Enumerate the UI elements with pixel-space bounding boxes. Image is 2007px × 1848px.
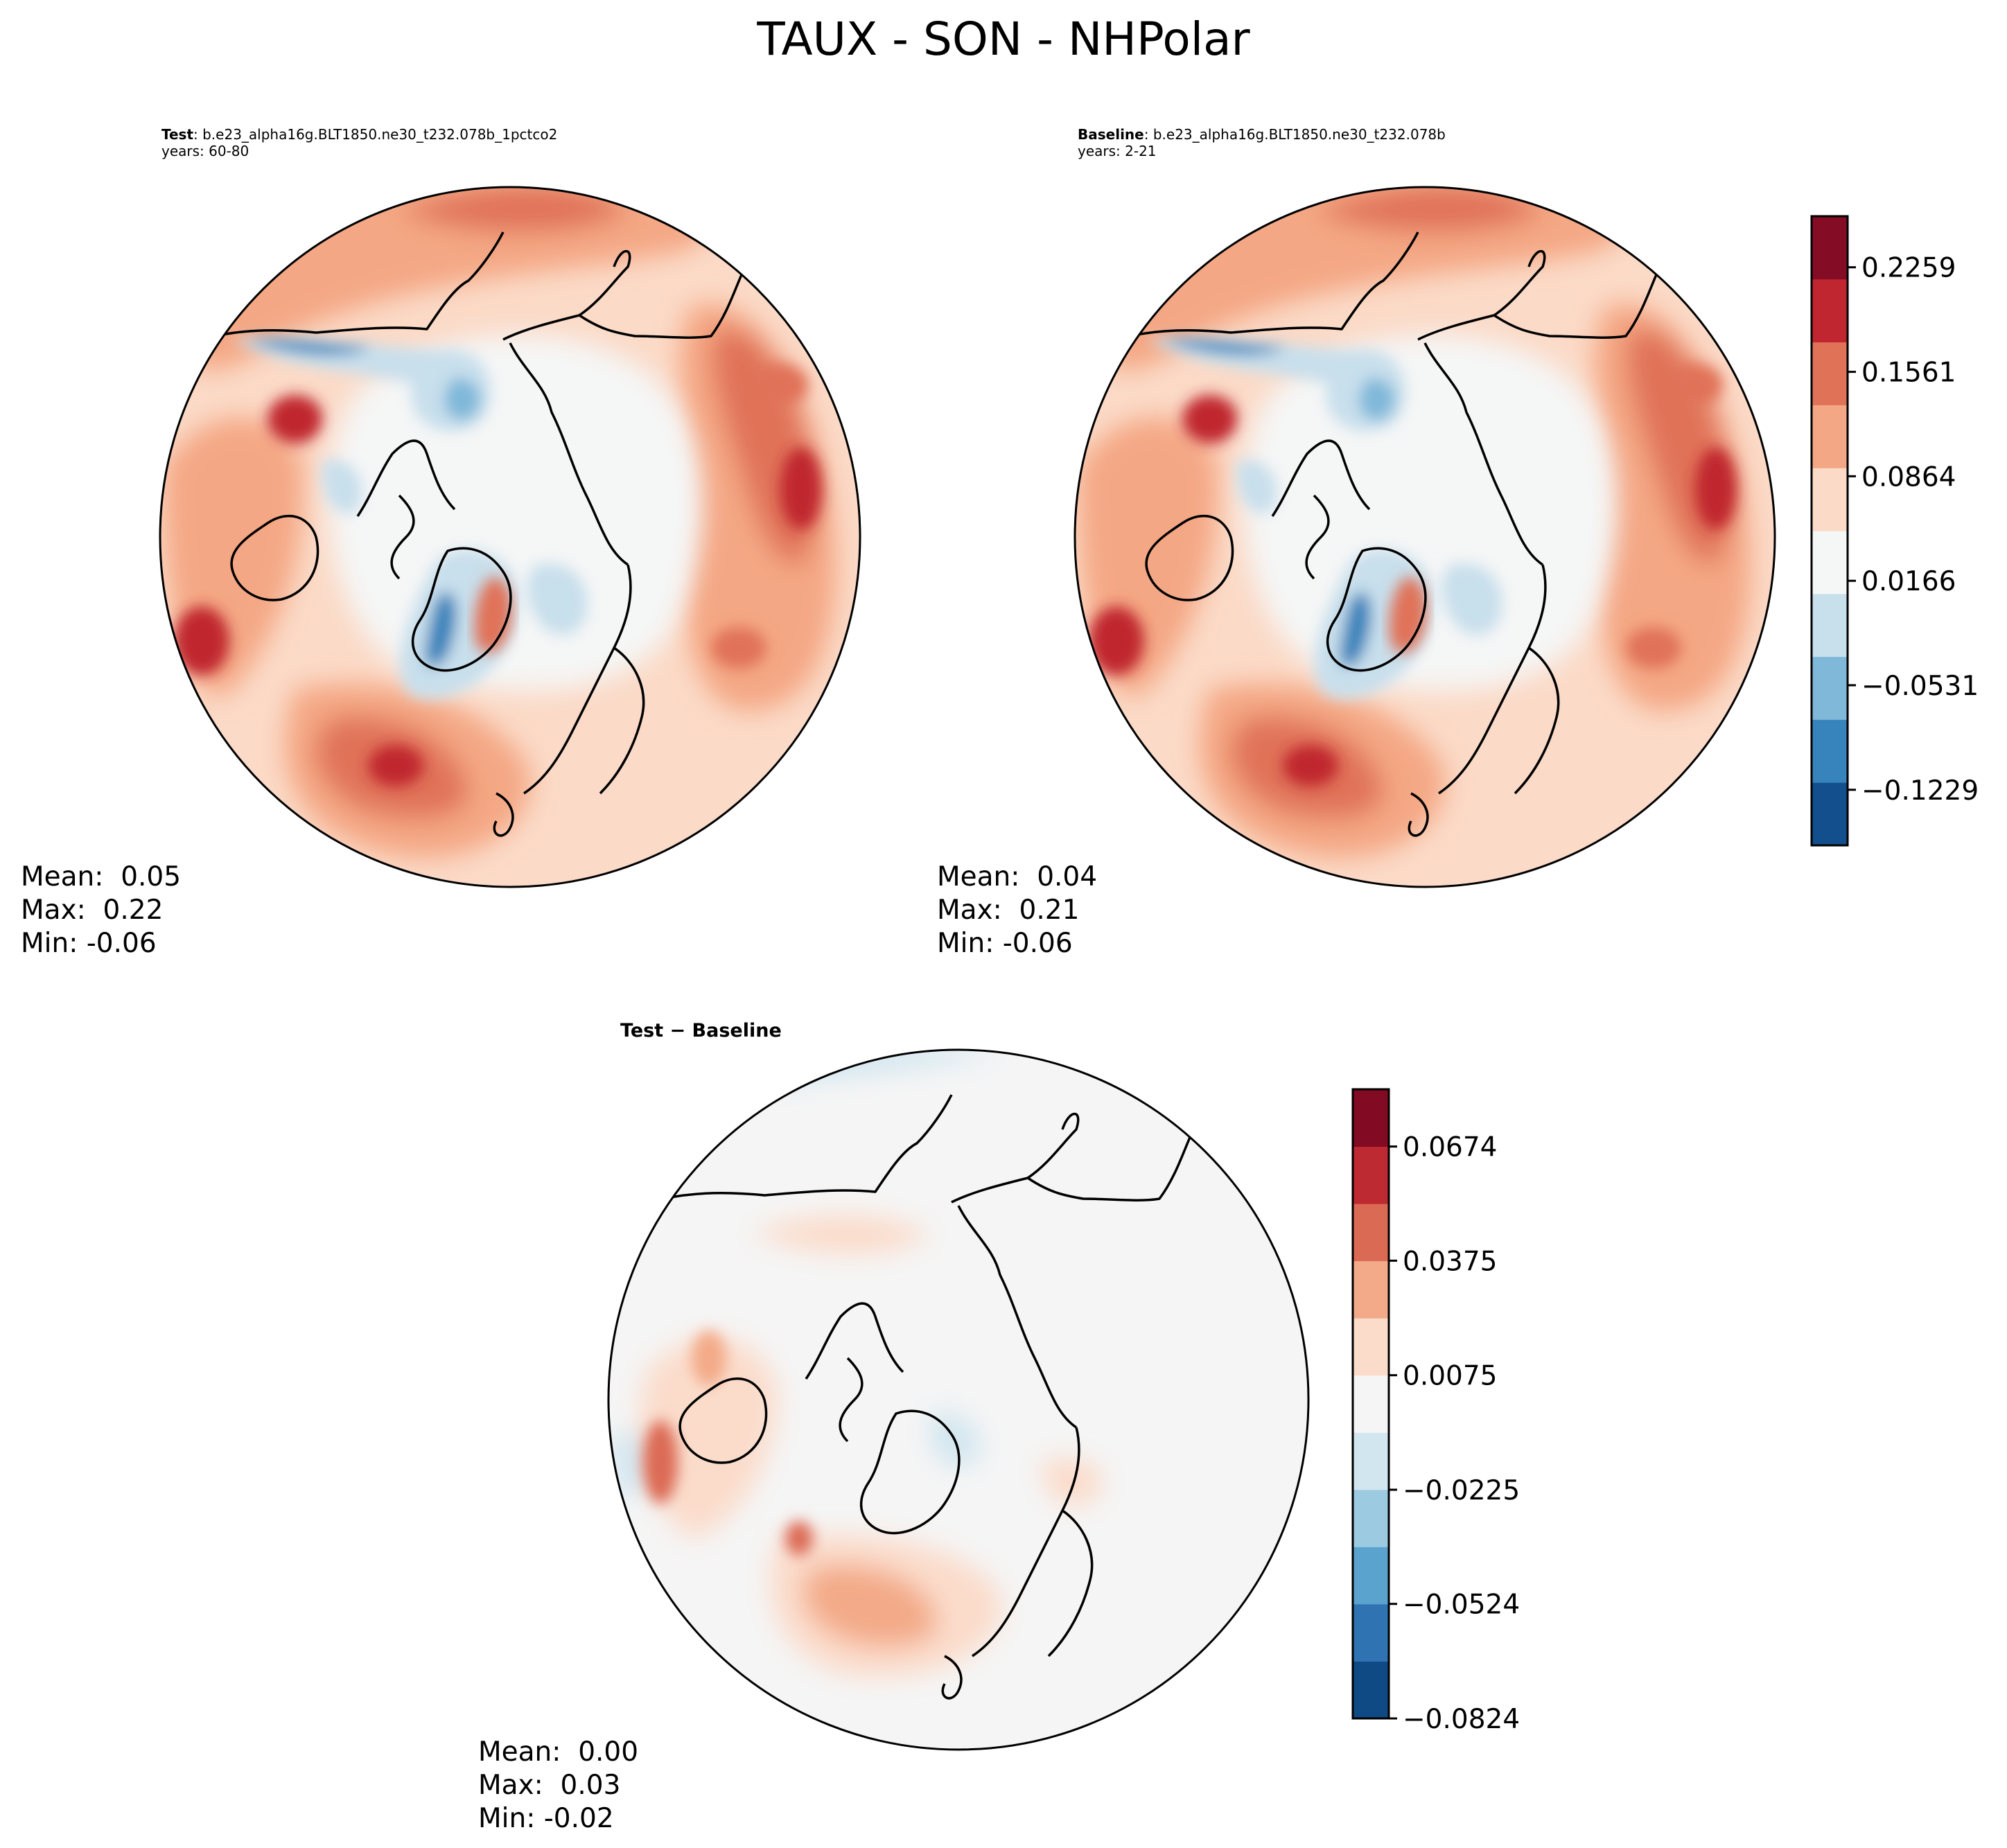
baseline-map-border	[1073, 186, 1776, 888]
test-stats: Mean: 0.05 Max: 0.22 Min: -0.06	[21, 861, 181, 960]
diff-colorbar-tick-label: 0.0674	[1403, 1132, 1497, 1163]
test-years: years: 60-80	[161, 143, 249, 159]
main-colorbar-segment	[1812, 279, 1848, 343]
main-colorbar-segment	[1812, 405, 1848, 468]
main-colorbar-tick-label: −0.0531	[1861, 671, 1979, 702]
diff-colorbar-segment	[1353, 1489, 1389, 1547]
baseline-panel-header: Baseline: b.e23_alpha16g.BLT1850.ne30_t2…	[1078, 126, 1446, 159]
diff-colorbar-segment	[1353, 1547, 1389, 1605]
baseline-stats: Mean: 0.04 Max: 0.21 Min: -0.06	[937, 861, 1097, 960]
diff-max: Max: 0.03	[478, 1770, 621, 1801]
baseline-max: Max: 0.21	[937, 895, 1080, 926]
diff-colorbar-tick-label: 0.0075	[1403, 1361, 1497, 1392]
main-colorbar-segment	[1812, 468, 1848, 531]
diff-colorbar-segment	[1353, 1375, 1389, 1433]
main-colorbar-tick-label: 0.0166	[1861, 566, 1956, 597]
main-colorbar: 0.2259 0.1561 0.0864 0.0166 −0.0531 −0.1229	[1810, 215, 1979, 847]
test-min: Min: -0.06	[21, 928, 157, 959]
diff-stats: Mean: 0.00 Max: 0.03 Min: -0.02	[478, 1736, 638, 1836]
main-colorbar-segment	[1812, 656, 1848, 720]
baseline-years: years: 2-21	[1078, 143, 1157, 159]
diff-colorbar-segment	[1353, 1089, 1389, 1147]
baseline-min: Min: -0.06	[937, 928, 1073, 959]
main-colorbar-frame	[1810, 215, 1849, 847]
test-mean: Mean: 0.05	[21, 861, 182, 892]
baseline-map	[1075, 170, 1775, 887]
main-colorbar-segment	[1812, 531, 1848, 595]
diff-colorbar-tick-label: −0.0524	[1403, 1590, 1520, 1621]
test-max: Max: 0.22	[21, 895, 164, 926]
diff-colorbar-frame	[1351, 1088, 1390, 1720]
main-colorbar-segment	[1812, 782, 1848, 846]
diff-colorbar-tick-label: −0.0824	[1403, 1704, 1520, 1735]
test-label: Test	[161, 126, 194, 143]
main-colorbar-segment	[1812, 593, 1848, 658]
diff-colorbar-segment	[1353, 1661, 1389, 1719]
diff-colorbar-segment	[1353, 1432, 1389, 1490]
diff-min: Min: -0.02	[478, 1803, 614, 1834]
diff-panel-title: Test − Baseline	[620, 1020, 782, 1041]
baseline-label: Baseline	[1078, 126, 1144, 143]
test-map	[160, 170, 860, 887]
diff-colorbar-segment	[1353, 1318, 1389, 1376]
diff-colorbar-tick-label: 0.0375	[1403, 1246, 1497, 1277]
diff-colorbar-segment	[1353, 1204, 1389, 1262]
diff-colorbar: 0.0674 0.0375 0.0075 −0.0225 −0.0524 −0.0824	[1351, 1088, 1520, 1735]
baseline-mean: Mean: 0.04	[937, 861, 1098, 892]
diff-mean: Mean: 0.00	[478, 1736, 639, 1768]
baseline-case-name: : b.e23_alpha16g.BLT1850.ne30_t232.078b	[1143, 126, 1446, 143]
main-colorbar-tick-label: 0.0864	[1861, 461, 1956, 493]
test-map-border	[159, 186, 861, 888]
figure-title: TAUX - SON - NHPolar	[757, 12, 1250, 66]
test-panel-header: Test: b.e23_alpha16g.BLT1850.ne30_t232.0…	[161, 126, 557, 159]
main-colorbar-segment	[1812, 342, 1848, 405]
main-colorbar-tick-label: −0.1229	[1861, 775, 1979, 807]
main-colorbar-tick-label: 0.1561	[1861, 358, 1956, 389]
diff-colorbar-tick-label: −0.0225	[1403, 1475, 1520, 1506]
main-colorbar-segment	[1812, 216, 1848, 280]
main-colorbar-segment	[1812, 719, 1848, 783]
diff-colorbar-segment	[1353, 1146, 1389, 1204]
diff-colorbar-segment	[1353, 1603, 1389, 1662]
main-colorbar-tick-label: 0.2259	[1861, 253, 1956, 284]
diff-colorbar-segment	[1353, 1260, 1389, 1319]
diff-map-border	[607, 1048, 1310, 1751]
test-case-name: : b.e23_alpha16g.BLT1850.ne30_t232.078b_…	[193, 126, 558, 143]
